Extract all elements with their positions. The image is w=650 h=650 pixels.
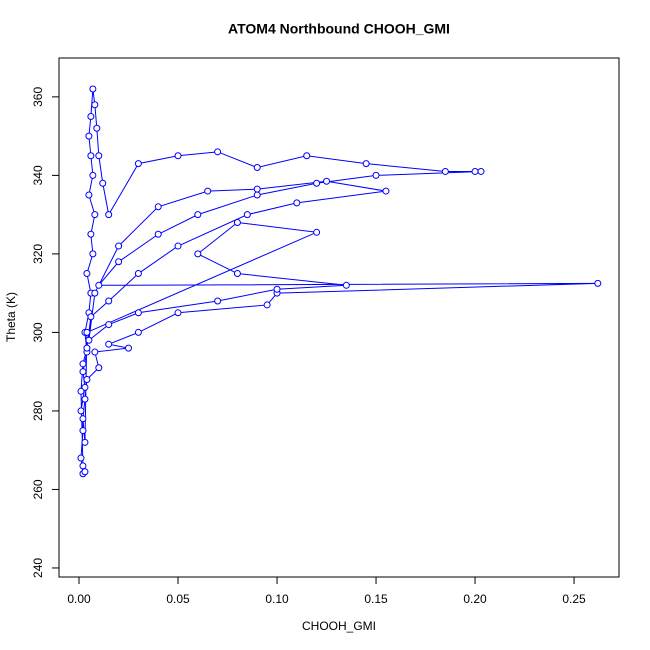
x-tick-label: 0.15 [364, 592, 388, 606]
data-point [105, 297, 113, 305]
data-point [233, 218, 241, 226]
chart-title: ATOM4 Northbound CHOOH_GMI [228, 21, 450, 37]
data-point [79, 415, 87, 423]
data-point [293, 199, 301, 207]
data-point [77, 387, 85, 395]
data-point [477, 167, 485, 175]
data-point [79, 427, 87, 435]
x-tick-label: 0.20 [463, 592, 487, 606]
data-point [91, 101, 99, 109]
data-point [342, 281, 350, 289]
y-tick-label: 360 [31, 87, 45, 107]
y-tick-label: 320 [31, 244, 45, 264]
data-point [174, 152, 182, 160]
y-axis-label: Theta (K) [4, 292, 18, 342]
data-point [81, 468, 89, 476]
data-point [85, 132, 93, 140]
data-point [134, 160, 142, 168]
data-point [89, 171, 97, 179]
data-point [79, 368, 87, 376]
data-point [134, 328, 142, 336]
data-point [105, 340, 113, 348]
data-point [253, 185, 261, 193]
data-point [214, 148, 222, 156]
data-point [87, 112, 95, 120]
data-point [83, 328, 91, 336]
data-point [115, 242, 123, 250]
data-point [194, 211, 202, 219]
data-point [362, 160, 370, 168]
data-point [95, 152, 103, 160]
x-tick-label: 0.00 [67, 592, 91, 606]
data-point [83, 344, 91, 352]
data-point [134, 270, 142, 278]
data-point [471, 167, 479, 175]
y-tick-label: 240 [31, 558, 45, 578]
data-point [85, 191, 93, 199]
data-point [99, 179, 107, 187]
data-point [323, 177, 331, 185]
x-tick-label: 0.25 [562, 592, 586, 606]
x-tick-label: 0.05 [166, 592, 190, 606]
data-point [214, 297, 222, 305]
data-point [89, 250, 97, 258]
y-tick-label: 300 [31, 322, 45, 342]
data-point [243, 211, 251, 219]
data-point [87, 313, 95, 321]
data-point [93, 124, 101, 132]
data-point [174, 309, 182, 317]
data-point [87, 230, 95, 238]
data-point [204, 187, 212, 195]
data-point [382, 187, 390, 195]
data-point [233, 270, 241, 278]
data-point [253, 164, 261, 172]
data-point [303, 152, 311, 160]
data-point [134, 309, 142, 317]
data-point [313, 179, 321, 187]
data-point [441, 167, 449, 175]
data-point [105, 211, 113, 219]
data-point [77, 454, 85, 462]
plot-frame [58, 57, 620, 578]
data-point [87, 152, 95, 160]
data-point [79, 360, 87, 368]
data-point [174, 242, 182, 250]
data-point [91, 289, 99, 297]
data-point [89, 85, 97, 93]
x-axis-label: CHOOH_GMI [302, 619, 376, 633]
data-point [81, 395, 89, 403]
data-point [194, 250, 202, 258]
data-point [154, 230, 162, 238]
data-point [313, 228, 321, 236]
y-tick-label: 280 [31, 401, 45, 421]
data-point [83, 376, 91, 384]
data-point [105, 321, 113, 329]
y-tick-label: 340 [31, 165, 45, 185]
data-line [80, 88, 598, 474]
data-point [125, 344, 133, 352]
data-point [91, 211, 99, 219]
data-point [273, 285, 281, 293]
data-point [83, 270, 91, 278]
data-point [85, 336, 93, 344]
x-tick-label: 0.10 [265, 592, 289, 606]
data-point [253, 191, 261, 199]
data-point [154, 203, 162, 211]
y-tick-label: 260 [31, 479, 45, 499]
data-point [263, 301, 271, 309]
data-point [372, 171, 380, 179]
data-point [91, 348, 99, 356]
data-point [79, 462, 87, 470]
data-point [77, 407, 85, 415]
data-point [594, 279, 602, 287]
data-point [115, 258, 123, 266]
data-point [95, 281, 103, 289]
data-point [95, 364, 103, 372]
data-point [81, 438, 89, 446]
